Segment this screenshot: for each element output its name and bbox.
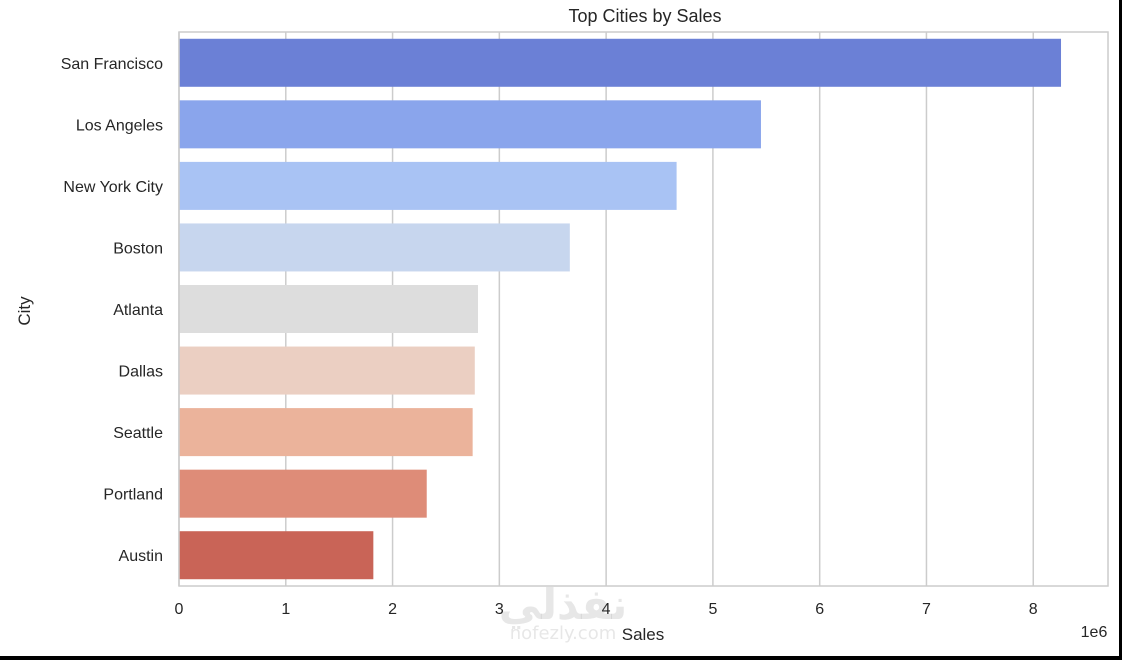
bar-los-angeles [179, 100, 761, 149]
y-tick-label: Los Angeles [76, 117, 163, 134]
x-tick-labels: 0 1 2 3 4 5 6 7 8 [175, 601, 1038, 618]
x-tick-label: 3 [495, 601, 504, 618]
bar-austin [179, 531, 374, 580]
plot-area-border [178, 31, 1109, 587]
bar-portland [179, 469, 427, 518]
chart-title: Top Cities by Sales [568, 6, 721, 26]
y-tick-labels: San Francisco Los Angeles New York City Bos… [61, 56, 163, 565]
bar-boston [179, 223, 570, 272]
bar-new-york-city [179, 161, 677, 210]
x-tick-label: 8 [1029, 601, 1038, 618]
x-tick-label: 4 [602, 601, 611, 618]
y-tick-label: San Francisco [61, 56, 163, 73]
x-tick-label: 6 [815, 601, 824, 618]
bars [179, 38, 1062, 580]
bar-dallas [179, 346, 475, 395]
x-tick-label: 0 [175, 601, 184, 618]
x-axis-label: Sales [622, 625, 665, 644]
y-tick-label: Portland [103, 487, 163, 504]
y-tick-label: Dallas [119, 364, 163, 381]
bar-seattle [179, 408, 473, 457]
bar-atlanta [179, 284, 478, 334]
y-tick-label: Atlanta [113, 302, 163, 319]
x-axis-scale-label: 1e6 [1081, 624, 1108, 641]
x-tick-label: 1 [281, 601, 290, 618]
bar-san-francisco [179, 38, 1062, 87]
x-tick-label: 7 [922, 601, 931, 618]
x-tick-label: 5 [708, 601, 717, 618]
y-tick-label: Austin [119, 548, 163, 565]
x-tick-label: 2 [388, 601, 397, 618]
y-axis-label: City [15, 296, 34, 326]
y-tick-label: New York City [63, 179, 163, 196]
y-tick-label: Seattle [113, 425, 163, 442]
y-tick-label: Boston [113, 240, 163, 257]
